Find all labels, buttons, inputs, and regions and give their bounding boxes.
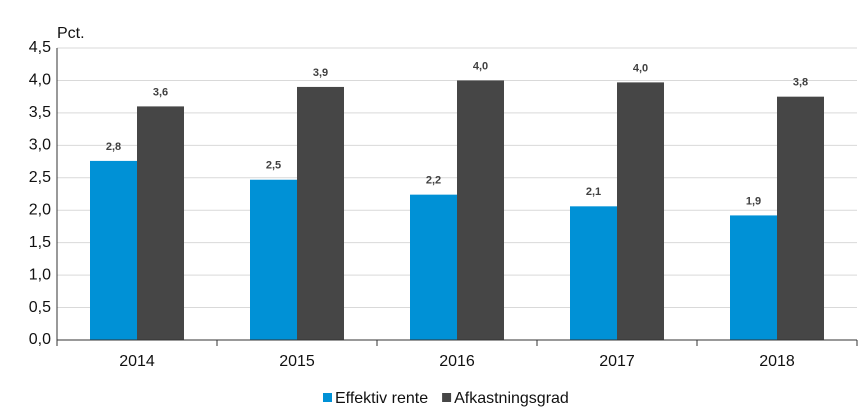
bar <box>250 179 297 340</box>
bar <box>137 106 184 341</box>
value-label: 4,0 <box>633 62 648 74</box>
y-tick-label: 0,0 <box>29 331 51 348</box>
y-tick-label: 2,0 <box>29 201 51 218</box>
value-label: 2,2 <box>426 175 441 187</box>
x-tick-label: 2016 <box>439 353 475 370</box>
bar <box>90 160 137 340</box>
value-label: 3,6 <box>153 86 168 98</box>
bar <box>297 86 344 340</box>
y-axis-label: Pct. <box>57 25 85 42</box>
x-tick-label: 2018 <box>759 353 795 370</box>
y-tick-label: 1,0 <box>29 266 51 283</box>
value-label: 1,9 <box>746 195 761 207</box>
bar <box>457 80 504 340</box>
value-label: 3,9 <box>313 67 328 79</box>
legend-label: Afkastningsgrad <box>454 390 569 407</box>
value-label: 4,0 <box>473 60 488 72</box>
x-tick-label: 2017 <box>599 353 635 370</box>
value-label: 2,5 <box>266 160 281 172</box>
value-label: 2,8 <box>106 141 121 153</box>
legend-label: Effektiv rente <box>335 390 428 407</box>
y-tick-label: 0,5 <box>29 299 51 316</box>
x-tick-label: 2015 <box>279 353 315 370</box>
bar <box>570 206 617 340</box>
legend-swatch <box>323 393 332 402</box>
bar <box>410 194 457 340</box>
y-tick-label: 2,5 <box>29 169 51 186</box>
value-label: 2,1 <box>586 186 601 198</box>
y-tick-label: 4,0 <box>29 72 51 89</box>
x-tick-label: 2014 <box>119 353 155 370</box>
y-tick-label: 3,0 <box>29 137 51 154</box>
value-label: 3,8 <box>793 77 808 89</box>
bar <box>777 96 824 341</box>
y-tick-label: 1,5 <box>29 234 51 251</box>
bar <box>730 215 777 340</box>
bar <box>617 82 664 340</box>
y-tick-label: 3,5 <box>29 104 51 121</box>
legend-swatch <box>442 393 452 402</box>
y-tick-label: 4,5 <box>29 39 51 56</box>
